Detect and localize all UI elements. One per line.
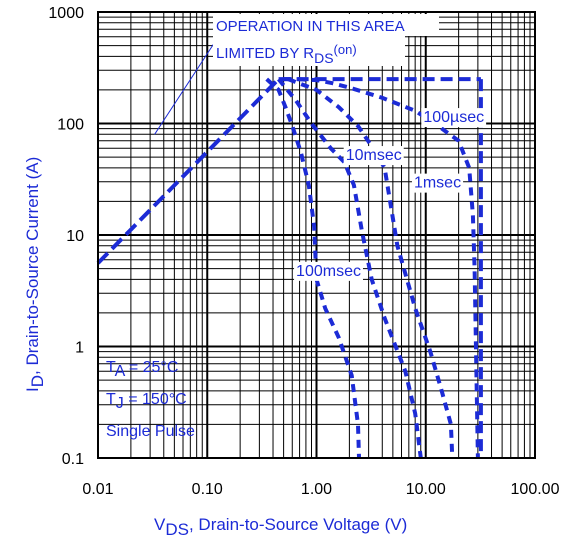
x-axis-label: VDS, Drain-to-Source Voltage (V) [154,515,407,539]
y-tick-label: 1000 [48,5,84,22]
annotation-bg-2 [213,36,405,66]
series-line [283,77,480,459]
rds-on-limit-line [96,77,281,265]
y-axis-label-sub: D [28,375,47,387]
y-tick-label: 1 [75,340,84,357]
y-axis-label: ID, Drain-to-Source Current (A) [23,157,47,392]
ta-prefix: T [106,359,116,376]
annotation-prefix: LIMITED BY R [216,45,314,62]
annotation-line-1: OPERATION IN THIS AREA [216,18,405,35]
x-tick-label: 0.01 [82,481,113,498]
annotation-bg-1 [213,14,439,36]
tj-sub: J [116,395,124,412]
x-tick-label: 0.10 [192,481,223,498]
y-tick-labels: 0.1 1 10 100 1000 [48,5,84,468]
x-axis-label-sub: DS [165,520,189,539]
x-tick-labels: 0.01 0.10 1.00 10.00 100.00 [82,481,559,498]
curve-label-bg [343,146,404,166]
condition-tj: TJ = 150°C [106,391,187,412]
condition-ta: TA = 25°C [106,359,178,380]
series-layer [96,77,483,459]
x-tick-label: 10.00 [406,481,446,498]
x-tick-label: 100.00 [511,481,560,498]
curve-label: 100µsec [423,109,484,126]
ta-sub: A [115,363,126,380]
x-axis-label-rest: , Drain-to-Source Voltage (V) [189,515,407,534]
curve-label-bg [421,108,487,128]
y-tick-label: 10 [66,228,84,245]
series-line [265,77,361,459]
x-axis-label-main: V [154,515,166,534]
annotation-pointer [154,28,224,135]
curve-label-bg [294,261,363,281]
tj-suffix: = 150°C [124,391,187,408]
curve-labels: 100µsec 1msec 10msec 100msec [294,108,487,281]
annotation-line-2: LIMITED BY RDS(on) [216,42,357,66]
curve-label: 10msec [346,147,402,164]
curve-label-bg [411,173,464,193]
curve-label: 1msec [414,175,461,192]
plot-frame [97,11,536,459]
y-axis-label-rest: , Drain-to-Source Current (A) [23,157,42,375]
annotation-sub: DS [314,50,333,66]
tj-prefix: T [106,391,116,408]
ta-suffix: = 25°C [124,359,178,376]
x-tick-label: 1.00 [301,481,332,498]
y-tick-label: 0.1 [62,451,84,468]
condition-pulse: Single Pulse [106,423,195,440]
annotation-suffix: (on) [334,42,357,57]
curve-label: 100msec [296,263,361,280]
y-tick-label: 100 [57,117,84,134]
series-line [287,77,455,459]
y-axis-label-main: I [23,387,42,392]
